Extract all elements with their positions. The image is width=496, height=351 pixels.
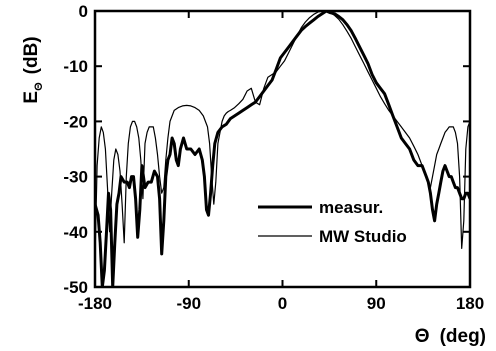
- legend-label-mwstudio: MW Studio: [319, 227, 407, 246]
- series-line-mwstudio: [95, 11, 470, 260]
- y-tick-label: -40: [63, 223, 88, 242]
- y-tick-label: -10: [63, 57, 88, 76]
- x-axis-label: Θ (deg): [415, 326, 486, 347]
- series-layer: [95, 11, 470, 287]
- x-tick-label: 0: [278, 294, 287, 313]
- y-axis-unit: (dB): [21, 36, 42, 74]
- x-axis-unit: (deg): [440, 326, 486, 347]
- y-axis-label: EΘ (dB): [21, 36, 45, 103]
- y-axis-symbol: E: [21, 91, 42, 104]
- ticks-layer: -180 -90 0 90 180 0 -10 -20 -30 -40 -50: [63, 2, 484, 313]
- x-tick-label: 90: [367, 294, 386, 313]
- y-axis-subscript: Θ: [33, 82, 45, 91]
- x-tick-label: -90: [176, 294, 201, 313]
- series-line-measured: [95, 11, 470, 287]
- y-tick-label: -20: [63, 112, 88, 131]
- plot-frame: [93, 9, 472, 289]
- legend-label-measured: measur.: [319, 198, 383, 217]
- y-tick-label: -30: [63, 168, 88, 187]
- y-tick-label: 0: [79, 2, 88, 21]
- legend: measur. MW Studio: [258, 198, 407, 246]
- x-axis-symbol: Θ: [415, 326, 430, 347]
- x-tick-label: -180: [78, 294, 112, 313]
- x-tick-label: 180: [456, 294, 484, 313]
- y-tick-label: -50: [63, 278, 88, 297]
